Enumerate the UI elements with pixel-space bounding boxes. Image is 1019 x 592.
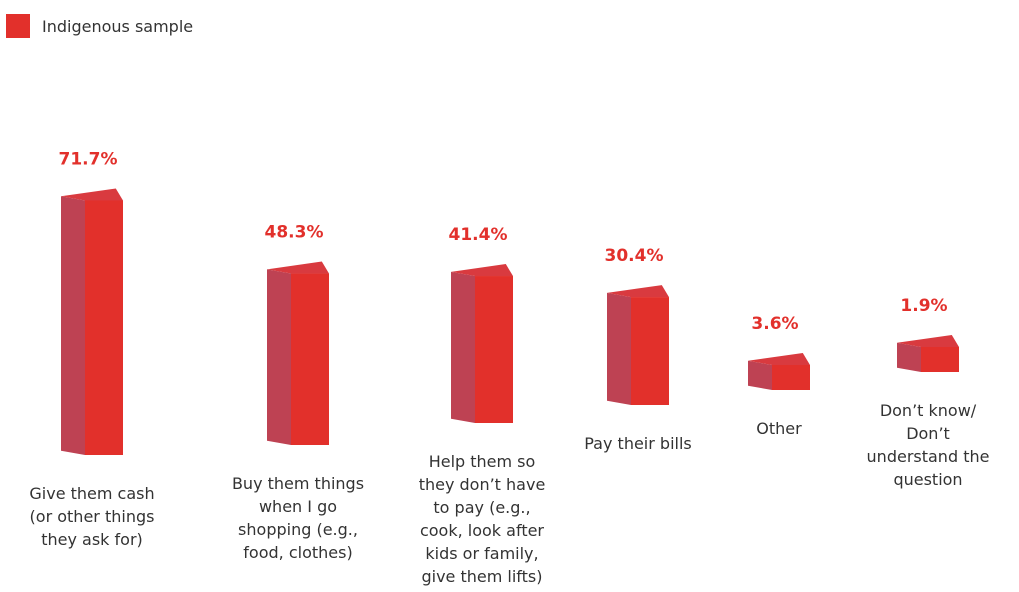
bar-side-3 (451, 271, 475, 423)
bar-3 (451, 264, 513, 423)
bar-top-4 (607, 285, 669, 298)
category-label-6: Don’t know/Don’t understand the question (867, 401, 990, 489)
bar-5 (748, 353, 810, 390)
category-label-1: Give them cash (or other things they ask f… (29, 484, 154, 549)
value-label-6: 1.9% (900, 296, 947, 316)
category-label-4: Pay their bills (584, 434, 691, 453)
bar-top-1 (61, 188, 123, 201)
category-label-2: Buy them things when I go shopping (e.g., f… (232, 474, 364, 562)
value-label-3: 41.4% (449, 225, 508, 245)
value-label-1: 71.7% (59, 149, 118, 169)
bar-front-5 (772, 365, 810, 390)
bar-front-6 (921, 347, 959, 372)
value-label-4: 30.4% (605, 246, 664, 266)
bar-2 (267, 261, 329, 445)
value-label-5: 3.6% (751, 314, 798, 334)
bar-top-2 (267, 261, 329, 274)
bar-side-2 (267, 269, 291, 445)
category-label-3: Help them so they don’t have to pay (e.g.,… (419, 452, 546, 586)
bar-1 (61, 188, 123, 455)
bar-side-1 (61, 196, 85, 455)
legend: Indigenous sample (6, 14, 193, 38)
bar-side-5 (748, 360, 772, 390)
category-label-5: Other (756, 419, 802, 438)
bar-front-4 (631, 297, 669, 405)
legend-label: Indigenous sample (42, 16, 194, 36)
bar-side-4 (607, 292, 631, 405)
bar-top-6 (897, 335, 959, 347)
bar-6 (897, 335, 959, 372)
bar-top-3 (451, 264, 513, 277)
bar-front-2 (291, 273, 329, 445)
legend-swatch (6, 14, 30, 38)
bar-4 (607, 285, 669, 405)
bar-top-5 (748, 353, 810, 365)
bar-front-1 (85, 200, 123, 455)
bar-front-3 (475, 276, 513, 423)
bar-side-6 (897, 342, 921, 372)
value-label-2: 48.3% (265, 223, 324, 243)
